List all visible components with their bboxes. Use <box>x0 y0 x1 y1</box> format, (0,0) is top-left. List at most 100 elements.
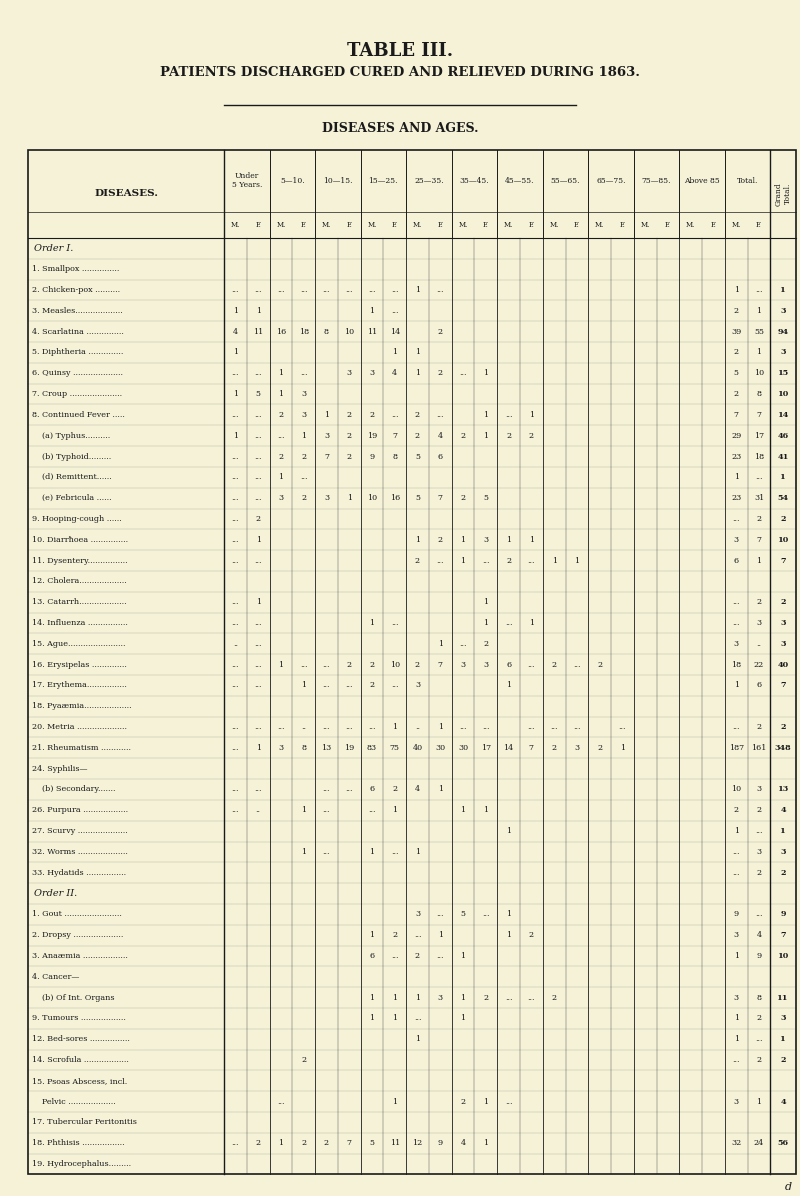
Text: 8: 8 <box>301 744 306 752</box>
Text: ...: ... <box>232 744 239 752</box>
Text: ...: ... <box>346 724 353 731</box>
Text: ...: ... <box>254 474 262 481</box>
Text: 1: 1 <box>529 620 534 627</box>
Text: 3: 3 <box>301 411 306 419</box>
Text: ...: ... <box>322 286 330 294</box>
Text: ...: ... <box>277 432 285 440</box>
Text: 2: 2 <box>734 390 739 398</box>
Text: ...: ... <box>459 724 466 731</box>
Text: 7: 7 <box>346 1140 352 1147</box>
Text: Under
5 Years.: Under 5 Years. <box>231 172 262 189</box>
Text: ...: ... <box>232 452 239 460</box>
Text: 5: 5 <box>483 494 488 502</box>
Text: (d) Remittent......: (d) Remittent...... <box>32 474 112 481</box>
Text: 4: 4 <box>757 932 762 939</box>
Text: 6: 6 <box>757 682 762 689</box>
Text: 1: 1 <box>461 994 466 1001</box>
Text: 1: 1 <box>415 536 420 544</box>
Text: Total.: Total. <box>737 177 758 184</box>
Text: 4: 4 <box>780 806 786 814</box>
Text: 14. Scrofula ..................: 14. Scrofula .................. <box>32 1056 129 1064</box>
Text: 46: 46 <box>778 432 789 440</box>
Text: ...: ... <box>733 868 740 877</box>
Text: ...: ... <box>391 952 398 960</box>
Text: ...: ... <box>733 1056 740 1064</box>
Text: ...: ... <box>437 952 444 960</box>
Text: 3: 3 <box>278 494 283 502</box>
Text: 5: 5 <box>415 452 420 460</box>
Text: ...: ... <box>733 848 740 856</box>
Text: 4: 4 <box>415 786 420 793</box>
Text: 1: 1 <box>506 536 511 544</box>
Text: 2: 2 <box>734 348 739 356</box>
Text: 3: 3 <box>734 536 739 544</box>
Text: TABLE III.: TABLE III. <box>347 42 453 60</box>
Text: F.: F. <box>529 221 534 228</box>
Text: 1: 1 <box>415 370 420 377</box>
Text: 2: 2 <box>461 432 466 440</box>
Text: 10: 10 <box>731 786 742 793</box>
Text: 2: 2 <box>506 432 511 440</box>
Text: 1: 1 <box>415 848 420 856</box>
Text: 2: 2 <box>757 806 762 814</box>
Text: ...: ... <box>232 1140 239 1147</box>
Text: 1: 1 <box>255 536 261 544</box>
Text: Pelvic ...................: Pelvic ................... <box>32 1098 116 1105</box>
Text: (a) Typhus..........: (a) Typhus.......... <box>32 432 110 440</box>
Text: M.: M. <box>731 221 741 228</box>
Text: M.: M. <box>276 221 286 228</box>
Text: 3: 3 <box>346 370 352 377</box>
Text: 2: 2 <box>781 598 786 606</box>
Text: 2: 2 <box>346 452 352 460</box>
Text: 2: 2 <box>255 1140 261 1147</box>
Text: 2: 2 <box>301 494 306 502</box>
Text: 3: 3 <box>483 536 488 544</box>
Text: 1: 1 <box>506 932 511 939</box>
Text: 27. Scurvy ....................: 27. Scurvy .................... <box>32 828 128 835</box>
Text: 5—10.: 5—10. <box>280 177 305 184</box>
Text: 3: 3 <box>483 660 488 669</box>
Text: ...: ... <box>254 682 262 689</box>
Text: 1: 1 <box>529 536 534 544</box>
Text: 1. Smallpox ...............: 1. Smallpox ............... <box>32 266 119 273</box>
Text: 1. Gout .......................: 1. Gout ....................... <box>32 910 122 919</box>
Text: ...: ... <box>755 910 762 919</box>
Text: 1: 1 <box>370 620 374 627</box>
Text: 1: 1 <box>506 828 511 835</box>
Text: ...: ... <box>391 682 398 689</box>
Text: 10: 10 <box>778 536 789 544</box>
Text: 1: 1 <box>461 536 466 544</box>
Text: 56: 56 <box>778 1140 789 1147</box>
Text: 1: 1 <box>370 994 374 1001</box>
Text: 3: 3 <box>781 640 786 648</box>
Text: M.: M. <box>595 221 604 228</box>
Text: 1: 1 <box>620 744 625 752</box>
Text: 1: 1 <box>278 370 283 377</box>
Text: 2: 2 <box>506 556 511 565</box>
Text: ...: ... <box>618 724 626 731</box>
Text: 1: 1 <box>392 1014 398 1023</box>
Text: ...: ... <box>322 806 330 814</box>
Text: 2: 2 <box>529 932 534 939</box>
Text: 1: 1 <box>370 932 374 939</box>
Text: 13: 13 <box>778 786 789 793</box>
Text: ...: ... <box>254 724 262 731</box>
Text: 2: 2 <box>346 660 352 669</box>
Text: ..: .. <box>233 640 238 648</box>
Text: 22: 22 <box>754 660 764 669</box>
Text: 32: 32 <box>731 1140 742 1147</box>
Text: (e) Febricula ......: (e) Febricula ...... <box>32 494 112 502</box>
Text: 12. Bed-sores ................: 12. Bed-sores ................ <box>32 1036 130 1043</box>
Text: 19: 19 <box>344 744 354 752</box>
Text: 75—85.: 75—85. <box>642 177 671 184</box>
Text: 1: 1 <box>483 806 488 814</box>
Text: 1: 1 <box>392 348 398 356</box>
Text: 94: 94 <box>778 328 789 336</box>
Text: 1: 1 <box>734 1014 739 1023</box>
Text: 1: 1 <box>370 848 374 856</box>
Text: F.: F. <box>483 221 489 228</box>
Text: F.: F. <box>574 221 580 228</box>
Text: 31: 31 <box>754 494 764 502</box>
Text: 2: 2 <box>415 432 420 440</box>
Text: ...: ... <box>277 1098 285 1105</box>
